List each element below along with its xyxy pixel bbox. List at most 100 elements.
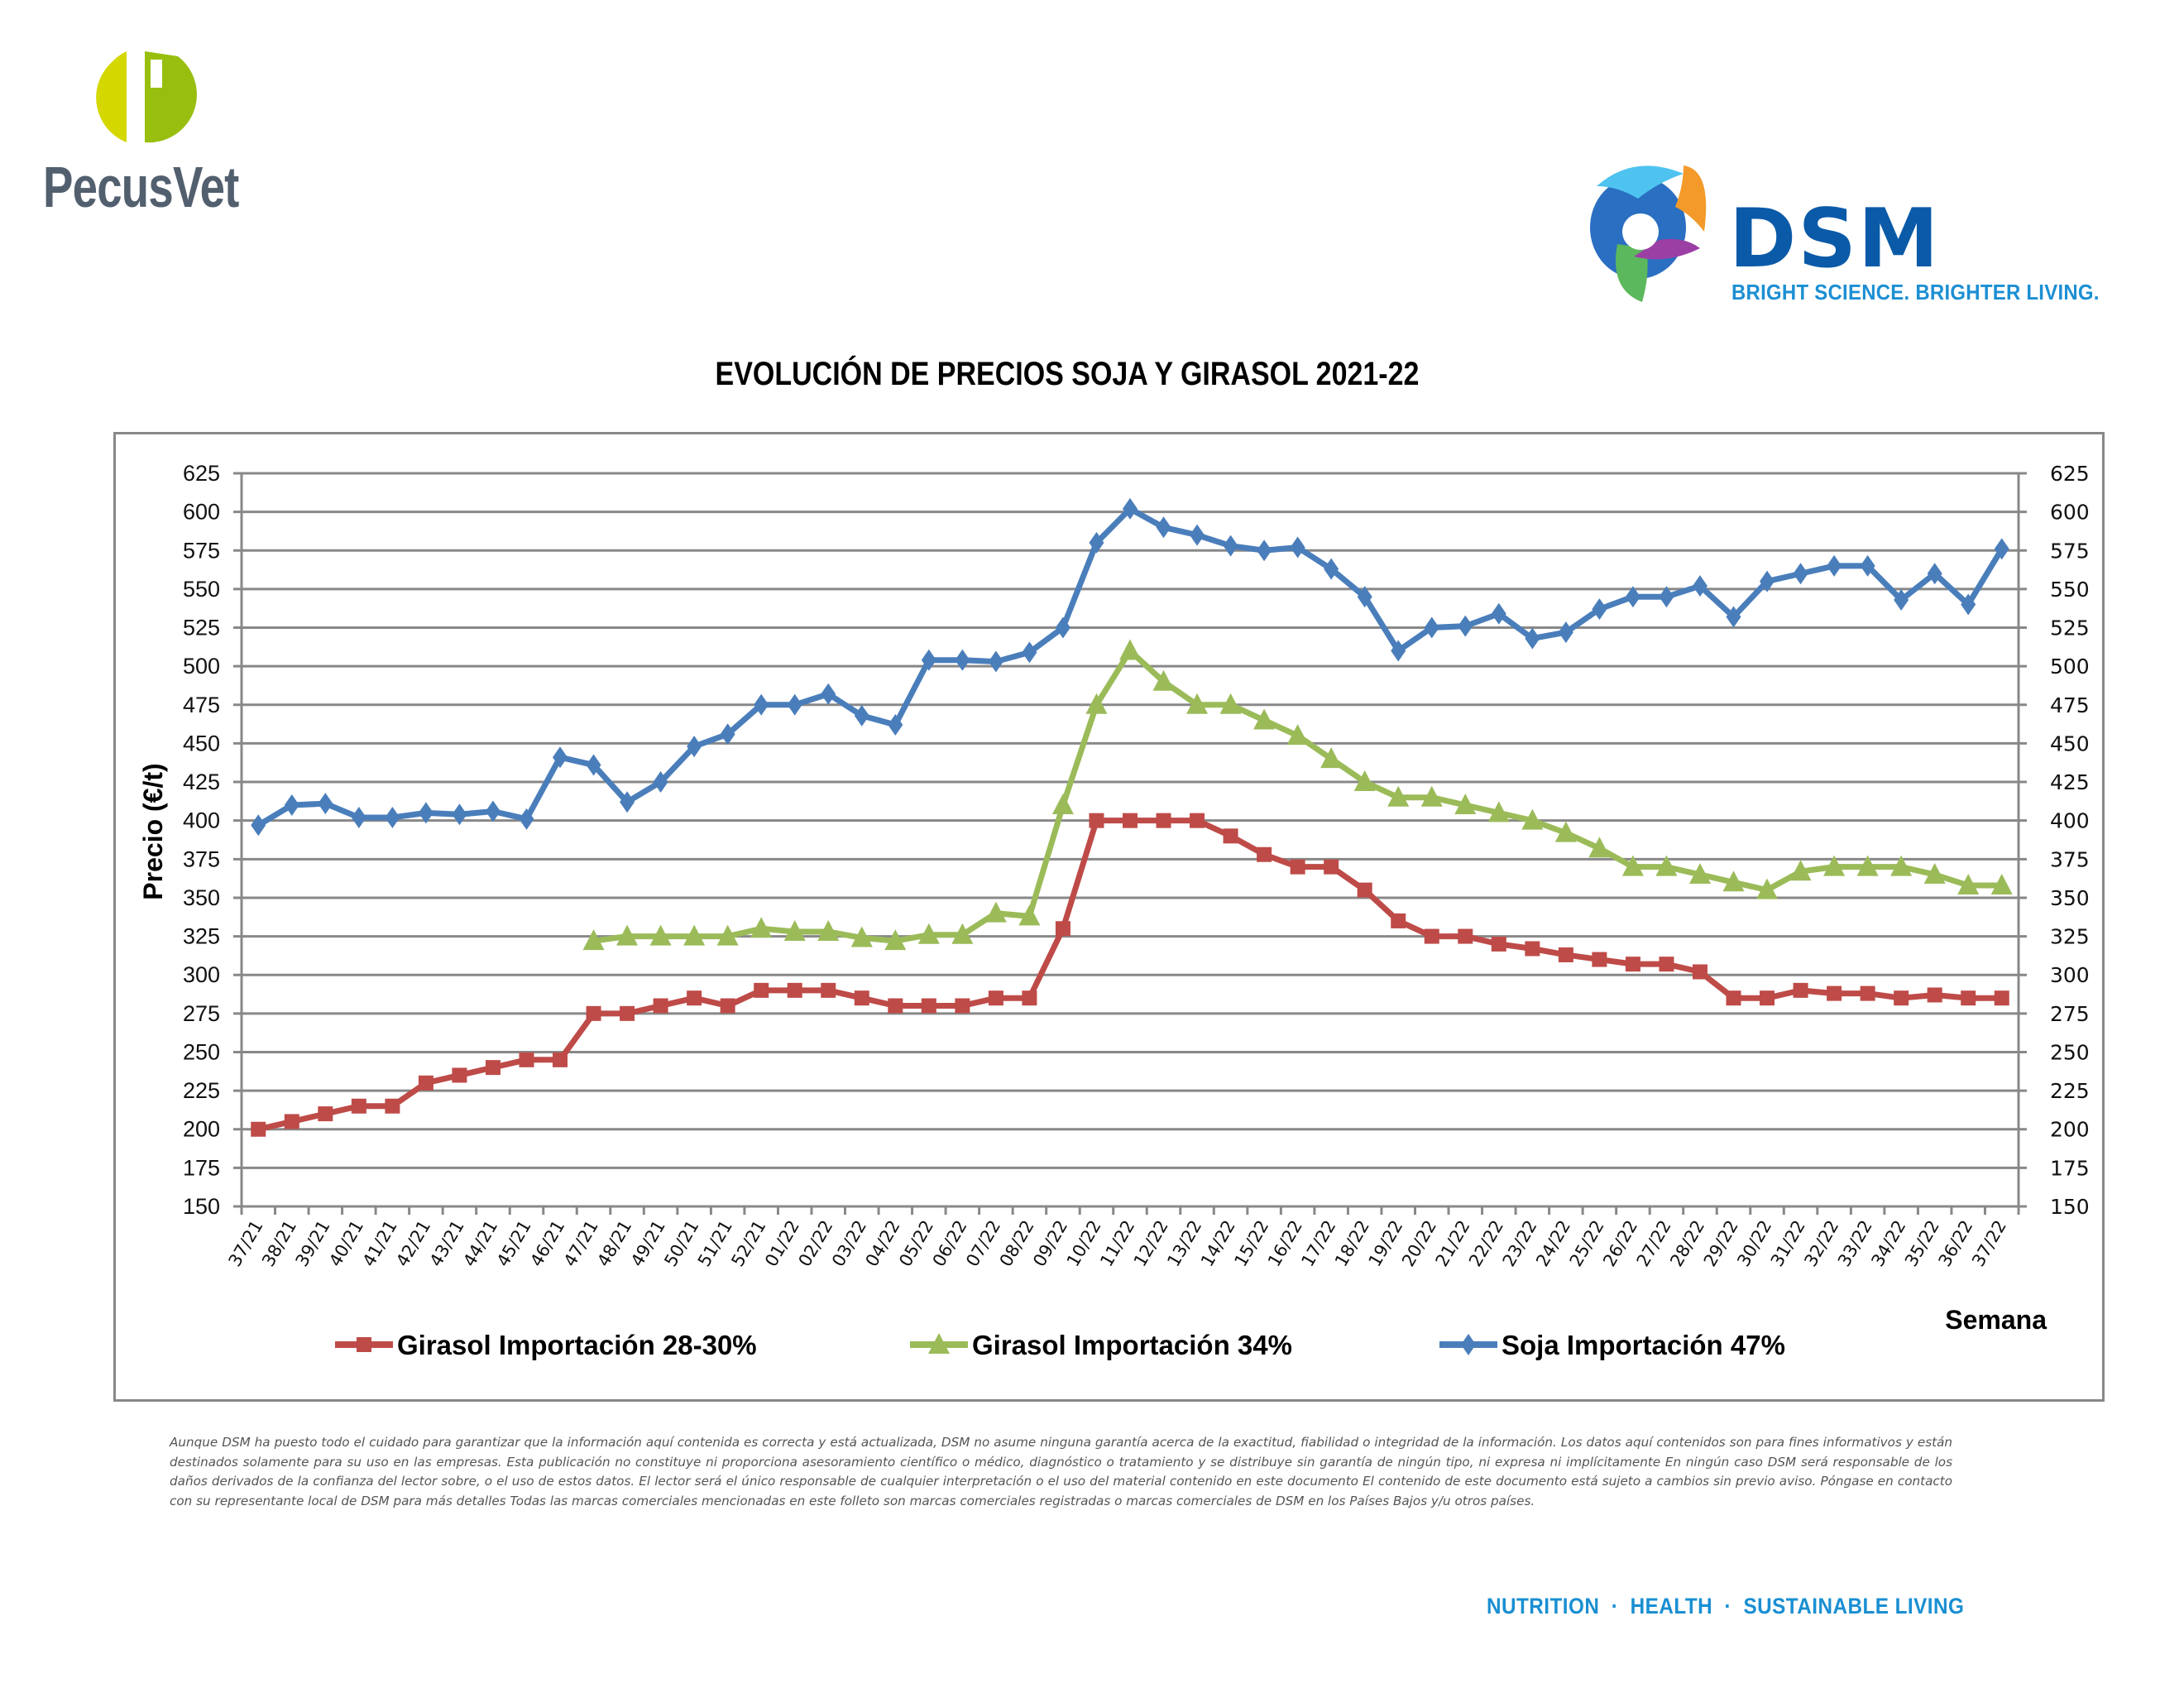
triangle-marker <box>1353 770 1376 792</box>
y-tick-label-right: 575 <box>2050 539 2090 563</box>
square-marker <box>1257 846 1272 862</box>
diamond-marker <box>653 771 668 794</box>
diamond-marker <box>1491 602 1506 625</box>
square-marker <box>1357 882 1372 898</box>
triangle-marker <box>1856 855 1879 876</box>
diamond-marker <box>1461 1334 1476 1355</box>
diamond-marker <box>452 803 467 826</box>
triangle-marker <box>582 929 605 951</box>
square-marker <box>519 1052 534 1067</box>
legend-label: Girasol Importación 28-30% <box>397 1330 757 1360</box>
square-marker <box>1022 990 1037 1006</box>
y-tick-label-left: 375 <box>183 846 220 871</box>
y-tick-label-right: 225 <box>2050 1079 2090 1103</box>
series-girasol-importaci-n-28-30- <box>251 813 2009 1137</box>
y-tick-label-left: 600 <box>183 500 220 525</box>
square-marker <box>1994 990 2009 1006</box>
triangle-marker <box>1286 724 1309 746</box>
diamond-marker <box>485 800 500 822</box>
y-tick-label-left: 400 <box>183 808 220 833</box>
square-marker <box>787 982 802 998</box>
triangle-marker <box>1186 693 1209 714</box>
diamond-marker <box>1827 554 1842 577</box>
square-marker <box>1391 913 1406 928</box>
triangle-marker <box>1454 794 1477 815</box>
chart-frame <box>113 432 2105 1402</box>
triangle-marker <box>716 924 739 946</box>
triangle-marker <box>884 929 907 951</box>
diamond-marker <box>519 808 534 830</box>
triangle-marker <box>1621 855 1644 876</box>
square-marker <box>1827 985 1842 1001</box>
square-marker <box>251 1121 266 1137</box>
y-tick-label-right: 250 <box>2050 1040 2090 1064</box>
diamond-marker <box>1961 593 1976 616</box>
diamond-marker <box>1290 536 1305 559</box>
dsm-logo-icon <box>1590 165 1707 302</box>
diamond-marker <box>854 704 869 727</box>
triangle-marker <box>1219 693 1242 714</box>
legend-item: Girasol Importación 34% <box>910 1330 1292 1360</box>
series-layer <box>251 497 2013 1137</box>
square-marker <box>418 1075 433 1091</box>
square-marker <box>1558 947 1573 962</box>
square-marker <box>1089 813 1104 828</box>
square-marker <box>988 990 1003 1006</box>
square-marker <box>553 1052 568 1067</box>
y-tick-label-right: 475 <box>2050 693 2090 717</box>
diamond-marker <box>1156 516 1171 539</box>
diamond-marker <box>1055 616 1070 639</box>
diamond-marker <box>1123 497 1138 520</box>
diamond-marker <box>1659 586 1674 608</box>
diamond-marker <box>1357 586 1372 608</box>
square-marker <box>351 1098 366 1114</box>
legend-label: Soja Importación 47% <box>1502 1330 1785 1360</box>
square-marker <box>653 998 668 1014</box>
y-tick-label-left: 300 <box>183 962 220 987</box>
triangle-marker <box>1320 747 1343 769</box>
pecusvet-wordmark: PecusVet <box>43 155 239 219</box>
legend-label: Girasol Importación 34% <box>972 1330 1292 1360</box>
diamond-marker <box>1324 558 1339 580</box>
diamond-marker <box>720 723 735 746</box>
square-marker <box>854 990 869 1006</box>
square-marker <box>1625 957 1640 972</box>
legend-item: Soja Importación 47% <box>1439 1330 1785 1360</box>
y-tick-label-left: 475 <box>183 693 220 717</box>
square-marker <box>1927 987 1942 1003</box>
square-marker <box>1525 941 1540 957</box>
y-tick-label-left: 350 <box>183 885 220 910</box>
square-marker <box>955 998 970 1014</box>
diamond-marker <box>251 814 266 837</box>
diamond-marker <box>1726 606 1741 628</box>
triangle-marker <box>951 923 974 944</box>
y-tick-label-right: 450 <box>2050 731 2090 755</box>
square-marker <box>921 998 936 1014</box>
diamond-marker <box>1223 535 1238 557</box>
y-tick-label-left: 575 <box>183 538 220 563</box>
grid-layer <box>233 472 2027 1208</box>
diamond-marker <box>1860 554 1875 577</box>
diamond-marker <box>687 736 702 758</box>
x-axis-title: Semana <box>1945 1305 2047 1335</box>
diamond-marker <box>1894 588 1909 611</box>
y-axis-title: Precio (€/t) <box>138 763 168 899</box>
y-tick-label-left: 175 <box>183 1155 220 1180</box>
y-tick-label-right: 200 <box>2050 1118 2090 1142</box>
triangle-marker <box>817 919 840 941</box>
y-tick-label-left: 275 <box>183 1001 220 1026</box>
diamond-marker <box>821 683 836 705</box>
triangle-marker <box>750 917 773 938</box>
triangle-marker <box>1051 794 1074 815</box>
triangle-marker <box>1990 874 2013 895</box>
square-marker <box>1592 952 1607 967</box>
triangle-marker <box>1789 860 1812 881</box>
square-marker <box>1692 964 1707 980</box>
square-marker <box>586 1005 601 1021</box>
triangle-marker <box>1890 855 1913 876</box>
y-tick-label-left: 500 <box>183 654 220 679</box>
square-marker <box>1458 928 1473 944</box>
square-marker <box>318 1106 333 1122</box>
square-marker <box>687 990 702 1006</box>
